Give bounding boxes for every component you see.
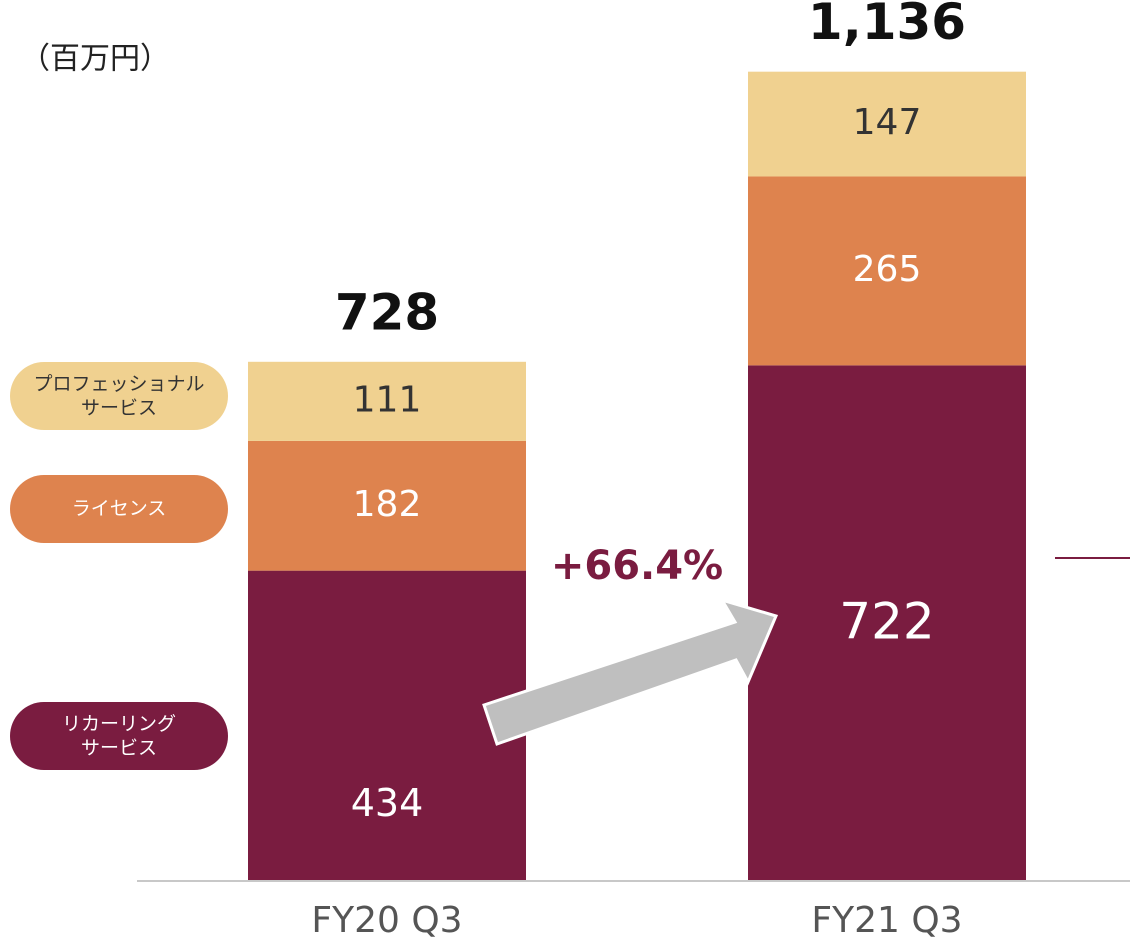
segment-label: 722 — [839, 593, 934, 651]
legend-swatch — [10, 702, 228, 770]
bar-segment — [748, 71, 1026, 177]
growth-arrow — [482, 597, 779, 746]
unit-label: （百万円） — [20, 42, 170, 77]
segment-label: 182 — [353, 484, 422, 525]
legend-label: プロフェッショナルサービス — [33, 373, 204, 419]
segment-label: 111 — [353, 379, 422, 420]
segment-label: 147 — [853, 102, 922, 143]
bar-segment — [748, 176, 1026, 366]
bar-segment — [248, 361, 526, 441]
total-label: 1,136 — [808, 0, 966, 51]
bar-segment — [748, 365, 1026, 880]
legend-label: リカーリングサービス — [62, 713, 176, 759]
segment-label: 265 — [853, 249, 922, 290]
legend-swatch — [10, 475, 228, 543]
legend-swatch — [10, 362, 228, 430]
growth-annotation: +66.4% — [551, 543, 723, 589]
legend-label: ライセンス — [72, 498, 167, 520]
bar-segment — [248, 440, 526, 571]
x-tick-label: FY21 Q3 — [811, 900, 962, 941]
x-tick-label: FY20 Q3 — [311, 900, 462, 941]
segment-label: 434 — [351, 781, 424, 825]
total-label: 728 — [335, 284, 439, 342]
bar-segment — [248, 570, 526, 880]
